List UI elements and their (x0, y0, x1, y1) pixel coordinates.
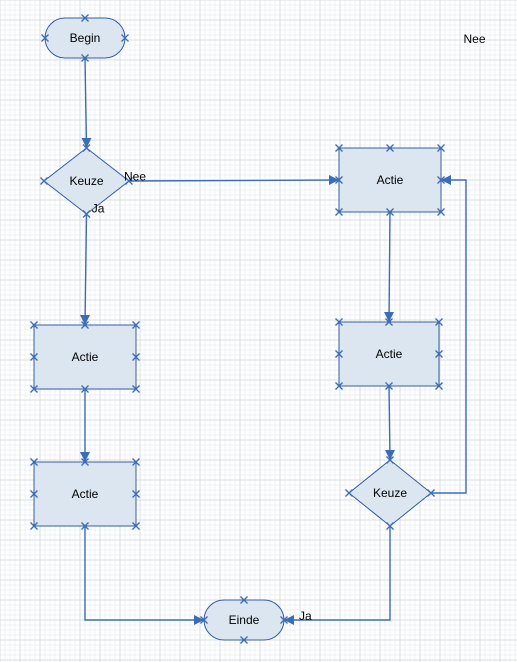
node-einde[interactable]: Einde (201, 597, 288, 644)
node-label-actieL1: Actie (72, 350, 99, 364)
node-label-keuze1: Keuze (69, 174, 103, 188)
node-actieL1[interactable]: Actie (31, 322, 140, 393)
node-actieR2[interactable]: Actie (336, 319, 443, 390)
node-label-einde: Einde (229, 613, 260, 627)
node-label-actieR2: Actie (376, 347, 403, 361)
node-begin[interactable]: Begin (42, 15, 129, 62)
node-label-keuze2: Keuze (373, 486, 407, 500)
edge-label-6: Nee (464, 32, 486, 46)
node-label-actieL2: Actie (72, 487, 99, 501)
edge-label-2: Ja (92, 202, 105, 216)
node-label-begin: Begin (70, 31, 101, 45)
edge-label-7: Ja (299, 609, 312, 623)
edge-label-1: Nee (124, 170, 146, 184)
node-label-actieR1: Actie (377, 173, 404, 187)
node-actieR1[interactable]: Actie (336, 145, 445, 216)
flowchart-canvas: Begin Keuze Actie Actie Actie Actie Keuze Einde… (0, 0, 517, 662)
node-actieL2[interactable]: Actie (31, 459, 140, 530)
